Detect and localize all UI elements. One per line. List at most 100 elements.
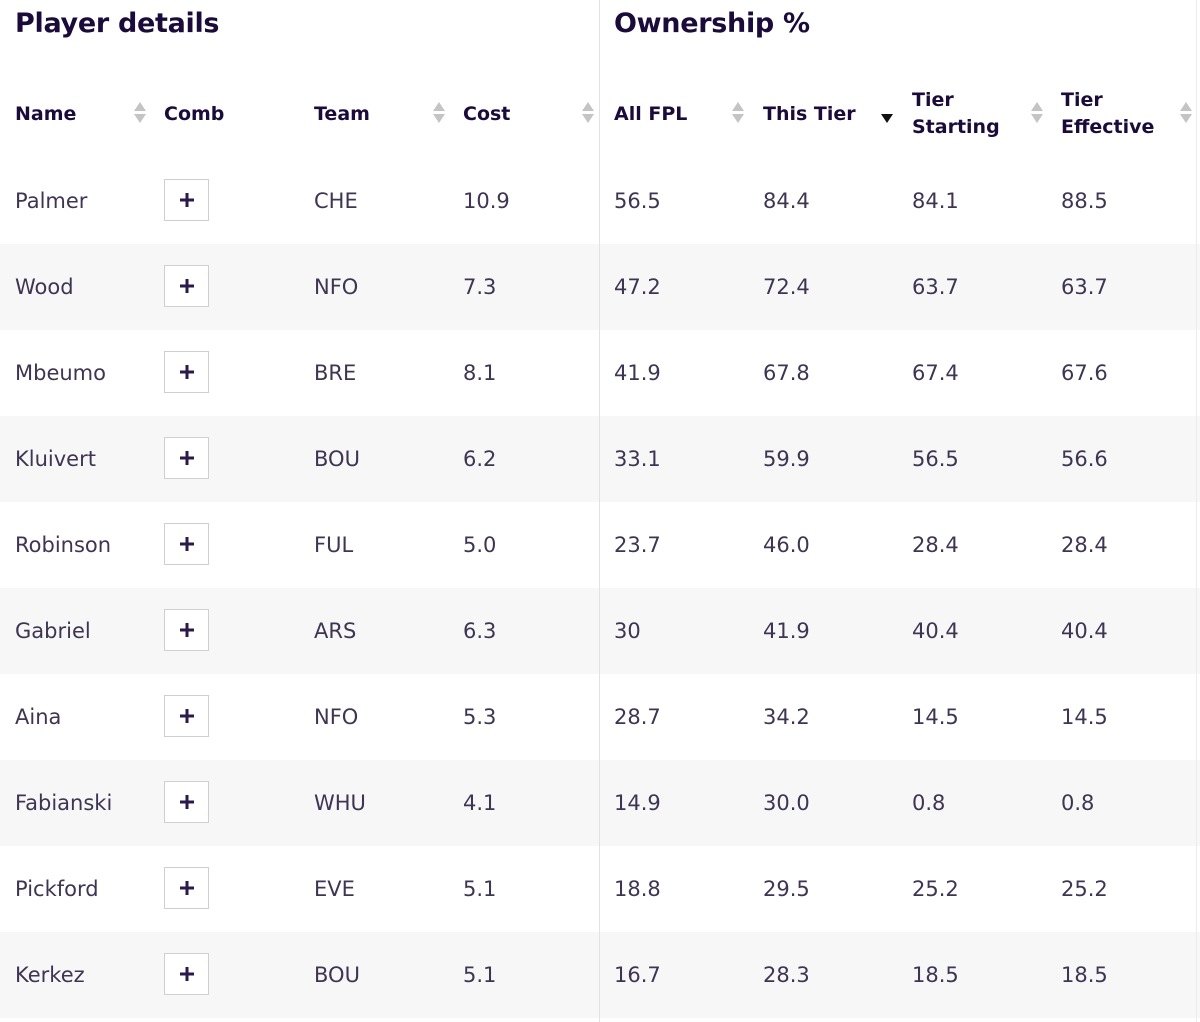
cell-team: NFO: [314, 275, 359, 299]
add-to-combination-button[interactable]: [164, 781, 209, 823]
sort-icon-team[interactable]: [433, 100, 445, 126]
cell-team: WHU: [314, 791, 366, 815]
cell-name: Aina: [15, 705, 62, 729]
table-row: Gabriel ARS 6.3 30 41.9 40.4 40.4: [0, 588, 1200, 674]
plus-icon: [179, 279, 194, 293]
cell-all-fpl: 23.7: [614, 533, 661, 557]
cell-name: Pickford: [15, 877, 99, 901]
cell-this-tier: 46.0: [763, 533, 810, 557]
cell-this-tier: 59.9: [763, 447, 810, 471]
column-header-this-tier[interactable]: This Tier: [763, 70, 856, 158]
column-header-all-fpl[interactable]: All FPL: [614, 70, 687, 158]
table-row: Robinson FUL 5.0 23.7 46.0 28.4 28.4: [0, 502, 1200, 588]
cell-name: Gabriel: [15, 619, 91, 643]
add-to-combination-button[interactable]: [164, 179, 209, 221]
cell-this-tier: 29.5: [763, 877, 810, 901]
cell-name: Mbeumo: [15, 361, 106, 385]
cell-tier-starting: 25.2: [912, 877, 959, 901]
add-to-combination-button[interactable]: [164, 867, 209, 909]
table-row: Kerkez BOU 5.1 16.7 28.3 18.5 18.5: [0, 932, 1200, 1018]
cell-all-fpl: 47.2: [614, 275, 661, 299]
cell-name: Kerkez: [15, 963, 85, 987]
column-header-cost[interactable]: Cost: [463, 70, 510, 158]
table-row: Wood NFO 7.3 47.2 72.4 63.7 63.7: [0, 244, 1200, 330]
cell-team: ARS: [314, 619, 357, 643]
cell-this-tier: 84.4: [763, 189, 810, 213]
column-header-label: This Tier: [763, 102, 856, 125]
plus-icon: [179, 451, 194, 465]
cell-tier-starting: 67.4: [912, 361, 959, 385]
cell-all-fpl: 41.9: [614, 361, 661, 385]
column-header-tier-effective[interactable]: Tier Effective: [1061, 70, 1154, 158]
add-to-combination-button[interactable]: [164, 265, 209, 307]
cell-name: Kluivert: [15, 447, 96, 471]
sort-descending-icon-this-tier[interactable]: [881, 100, 893, 126]
cell-tier-effective: 18.5: [1061, 963, 1108, 987]
cell-tier-effective: 56.6: [1061, 447, 1108, 471]
cell-all-fpl: 28.7: [614, 705, 661, 729]
table-row: Palmer CHE 10.9 56.5 84.4 84.1 88.5: [0, 158, 1200, 244]
cell-cost: 10.9: [463, 189, 510, 213]
cell-all-fpl: 56.5: [614, 189, 661, 213]
cell-this-tier: 28.3: [763, 963, 810, 987]
cell-cost: 7.3: [463, 275, 497, 299]
cell-team: BRE: [314, 361, 357, 385]
sort-icon-name[interactable]: [134, 100, 146, 126]
cell-tier-starting: 28.4: [912, 533, 959, 557]
cell-name: Wood: [15, 275, 74, 299]
cell-tier-starting: 0.8: [912, 791, 946, 815]
ownership-heading: Ownership %: [614, 8, 810, 39]
table-header-row: Name Comb Team Cost All FPL This Tier Ti…: [0, 70, 1200, 158]
plus-icon: [179, 967, 194, 981]
cell-cost: 5.1: [463, 877, 497, 901]
cell-this-tier: 41.9: [763, 619, 810, 643]
plus-icon: [179, 365, 194, 379]
cell-tier-starting: 56.5: [912, 447, 959, 471]
add-to-combination-button[interactable]: [164, 695, 209, 737]
cell-cost: 8.1: [463, 361, 497, 385]
column-header-label: Name: [15, 102, 77, 125]
cell-all-fpl: 14.9: [614, 791, 661, 815]
cell-tier-starting: 18.5: [912, 963, 959, 987]
cell-tier-effective: 25.2: [1061, 877, 1108, 901]
add-to-combination-button[interactable]: [164, 609, 209, 651]
column-header-label: Comb: [164, 102, 225, 125]
add-to-combination-button[interactable]: [164, 953, 209, 995]
cell-cost: 4.1: [463, 791, 497, 815]
column-header-label: Tier Effective: [1061, 89, 1155, 138]
cell-this-tier: 67.8: [763, 361, 810, 385]
cell-this-tier: 34.2: [763, 705, 810, 729]
column-header-label: All FPL: [614, 102, 688, 125]
column-header-team[interactable]: Team: [314, 70, 370, 158]
sort-icon-tier-starting[interactable]: [1031, 100, 1043, 126]
cell-tier-effective: 88.5: [1061, 189, 1108, 213]
sort-icon-cost[interactable]: [582, 100, 594, 126]
table-body: Palmer CHE 10.9 56.5 84.4 84.1 88.5 Wood NFO 7.3 4…: [0, 158, 1200, 1018]
add-to-combination-button[interactable]: [164, 437, 209, 479]
table-row: Aina NFO 5.3 28.7 34.2 14.5 14.5: [0, 674, 1200, 760]
cell-name: Fabianski: [15, 791, 113, 815]
add-to-combination-button[interactable]: [164, 351, 209, 393]
table-row: Mbeumo BRE 8.1 41.9 67.8 67.4 67.6: [0, 330, 1200, 416]
add-to-combination-button[interactable]: [164, 523, 209, 565]
cell-all-fpl: 16.7: [614, 963, 661, 987]
column-header-label: Team: [314, 102, 370, 125]
cell-tier-effective: 0.8: [1061, 791, 1095, 815]
cell-cost: 5.0: [463, 533, 497, 557]
column-header-label: Tier Starting: [912, 89, 1000, 138]
cell-team: EVE: [314, 877, 355, 901]
sort-icon-all-fpl[interactable]: [732, 100, 744, 126]
column-header-name[interactable]: Name: [15, 70, 76, 158]
cell-tier-effective: 40.4: [1061, 619, 1108, 643]
plus-icon: [179, 623, 194, 637]
sort-icon-tier-effective[interactable]: [1180, 100, 1192, 126]
cell-tier-starting: 14.5: [912, 705, 959, 729]
cell-all-fpl: 30: [614, 619, 641, 643]
cell-team: BOU: [314, 963, 360, 987]
plus-icon: [179, 881, 194, 895]
cell-tier-starting: 40.4: [912, 619, 959, 643]
cell-all-fpl: 33.1: [614, 447, 661, 471]
column-header-tier-starting[interactable]: Tier Starting: [912, 70, 1000, 158]
table-row: Fabianski WHU 4.1 14.9 30.0 0.8 0.8: [0, 760, 1200, 846]
cell-cost: 5.1: [463, 963, 497, 987]
